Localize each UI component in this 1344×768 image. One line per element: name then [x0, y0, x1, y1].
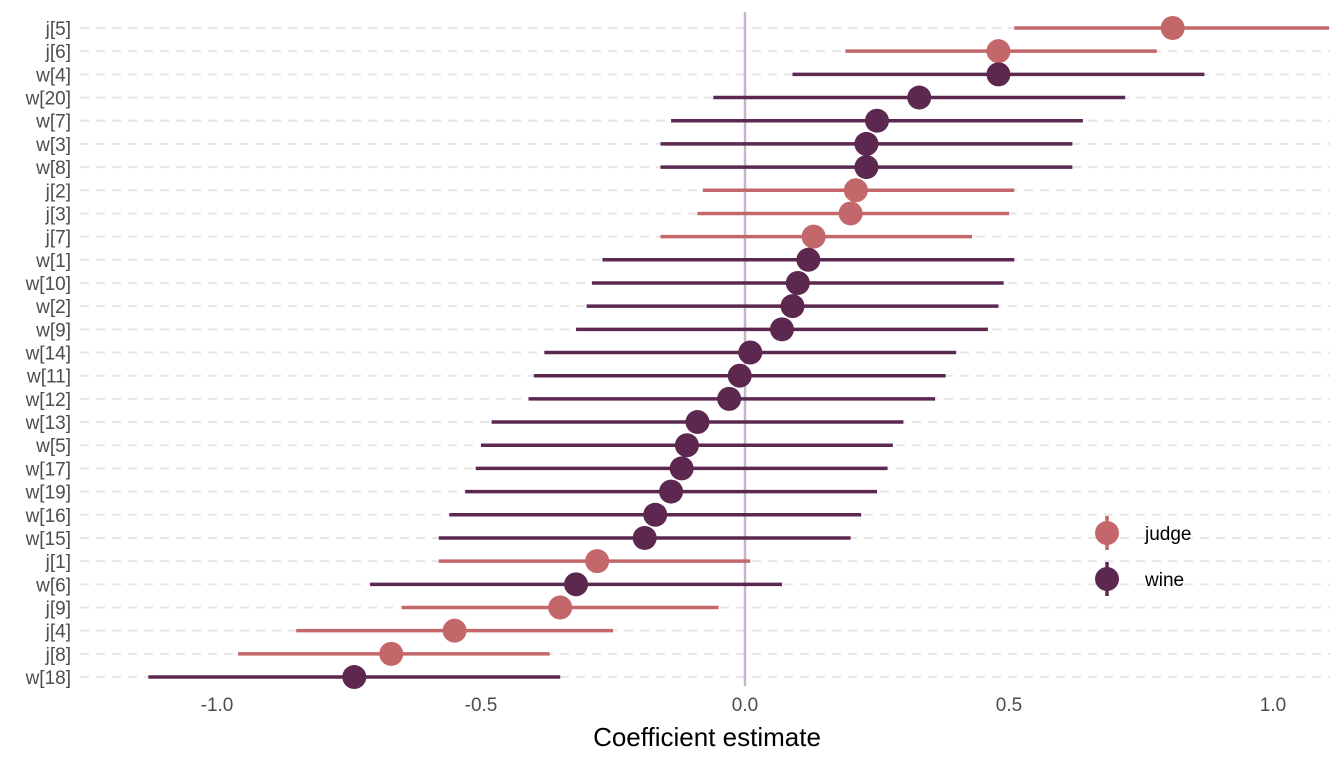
ytick-label: j[1]: [45, 552, 71, 573]
ytick-label: w[10]: [25, 274, 71, 295]
ytick-label: j[4]: [45, 622, 71, 643]
y-tick-labels: j[5]j[6]w[4] w[20]w[7]w[3]w[8]j[2]j[3] j[7…: [25, 19, 71, 689]
point-w[10]: [785, 270, 810, 295]
ytick-label: w[5]: [35, 436, 71, 457]
point-w[15]: [632, 525, 657, 550]
xtick-label: -1.0: [201, 695, 234, 716]
point-w[4]: [986, 62, 1011, 87]
estimate-points: [342, 16, 1185, 690]
point-w[8]: [854, 155, 879, 180]
ytick-label: j[5]: [45, 19, 71, 40]
point-w[5]: [674, 433, 699, 458]
ytick-label: w[13]: [25, 413, 71, 434]
ytick-label: j[9]: [45, 599, 71, 620]
legend: judge wine: [1095, 516, 1192, 596]
ytick-label: w[11]: [26, 367, 71, 388]
ytick-label: w[1]: [35, 251, 71, 272]
ytick-label: j[3]: [45, 204, 71, 225]
legend-key-wine: [1095, 567, 1119, 591]
point-j[5]: [1160, 16, 1185, 40]
ytick-label: w[17]: [25, 459, 71, 480]
point-w[17]: [669, 456, 694, 481]
point-w[19]: [659, 479, 684, 504]
xtick-label: 0.0: [732, 695, 758, 716]
point-w[16]: [643, 502, 668, 527]
point-w[2]: [780, 294, 805, 319]
ytick-label: w[15]: [25, 529, 71, 550]
point-w[13]: [685, 410, 710, 435]
ytick-label: w[3]: [35, 135, 71, 156]
ytick-label: w[6]: [35, 575, 71, 596]
point-w[9]: [769, 317, 794, 342]
ytick-label: w[4]: [35, 65, 71, 86]
ytick-label: w[12]: [25, 390, 71, 411]
point-w[20]: [907, 85, 932, 110]
ytick-label: j[2]: [45, 181, 71, 202]
point-w[7]: [865, 108, 889, 133]
ytick-label: w[18]: [25, 668, 71, 689]
ytick-label: w[20]: [25, 89, 71, 110]
legend-key-judge: [1095, 521, 1119, 545]
x-tick-labels: -1.0 -0.5 0.0 0.5 1.0: [201, 695, 1287, 716]
ytick-label: j[6]: [45, 42, 71, 63]
ytick-label: w[8]: [35, 158, 71, 179]
point-j[4]: [442, 618, 467, 643]
ytick-label: w[16]: [25, 506, 71, 527]
legend-label-judge: judge: [1144, 524, 1192, 545]
point-j[7]: [801, 224, 826, 249]
xtick-label: 1.0: [1260, 695, 1286, 716]
point-j[6]: [986, 39, 1011, 64]
ytick-label: w[2]: [35, 297, 71, 318]
point-w[11]: [727, 363, 752, 388]
ytick-label: w[19]: [25, 483, 71, 504]
point-j[8]: [379, 641, 404, 666]
point-j[3]: [838, 201, 863, 226]
xtick-label: -0.5: [465, 695, 498, 716]
ytick-label: w[14]: [25, 344, 71, 365]
point-j[9]: [548, 595, 573, 620]
point-w[18]: [342, 665, 367, 690]
point-w[12]: [717, 386, 742, 411]
ytick-label: w[9]: [35, 320, 71, 341]
point-w[6]: [564, 572, 589, 597]
ytick-label: j[7]: [45, 228, 71, 249]
point-j[1]: [585, 549, 610, 574]
point-w[1]: [796, 247, 821, 272]
point-w[14]: [738, 340, 763, 365]
x-axis-label: Coefficient estimate: [593, 722, 821, 752]
point-w[3]: [854, 131, 879, 156]
point-j[2]: [843, 178, 868, 203]
xtick-label: 0.5: [996, 695, 1022, 716]
legend-label-wine: wine: [1144, 570, 1184, 591]
ytick-label: w[7]: [35, 112, 71, 133]
ytick-label: j[8]: [45, 645, 71, 666]
